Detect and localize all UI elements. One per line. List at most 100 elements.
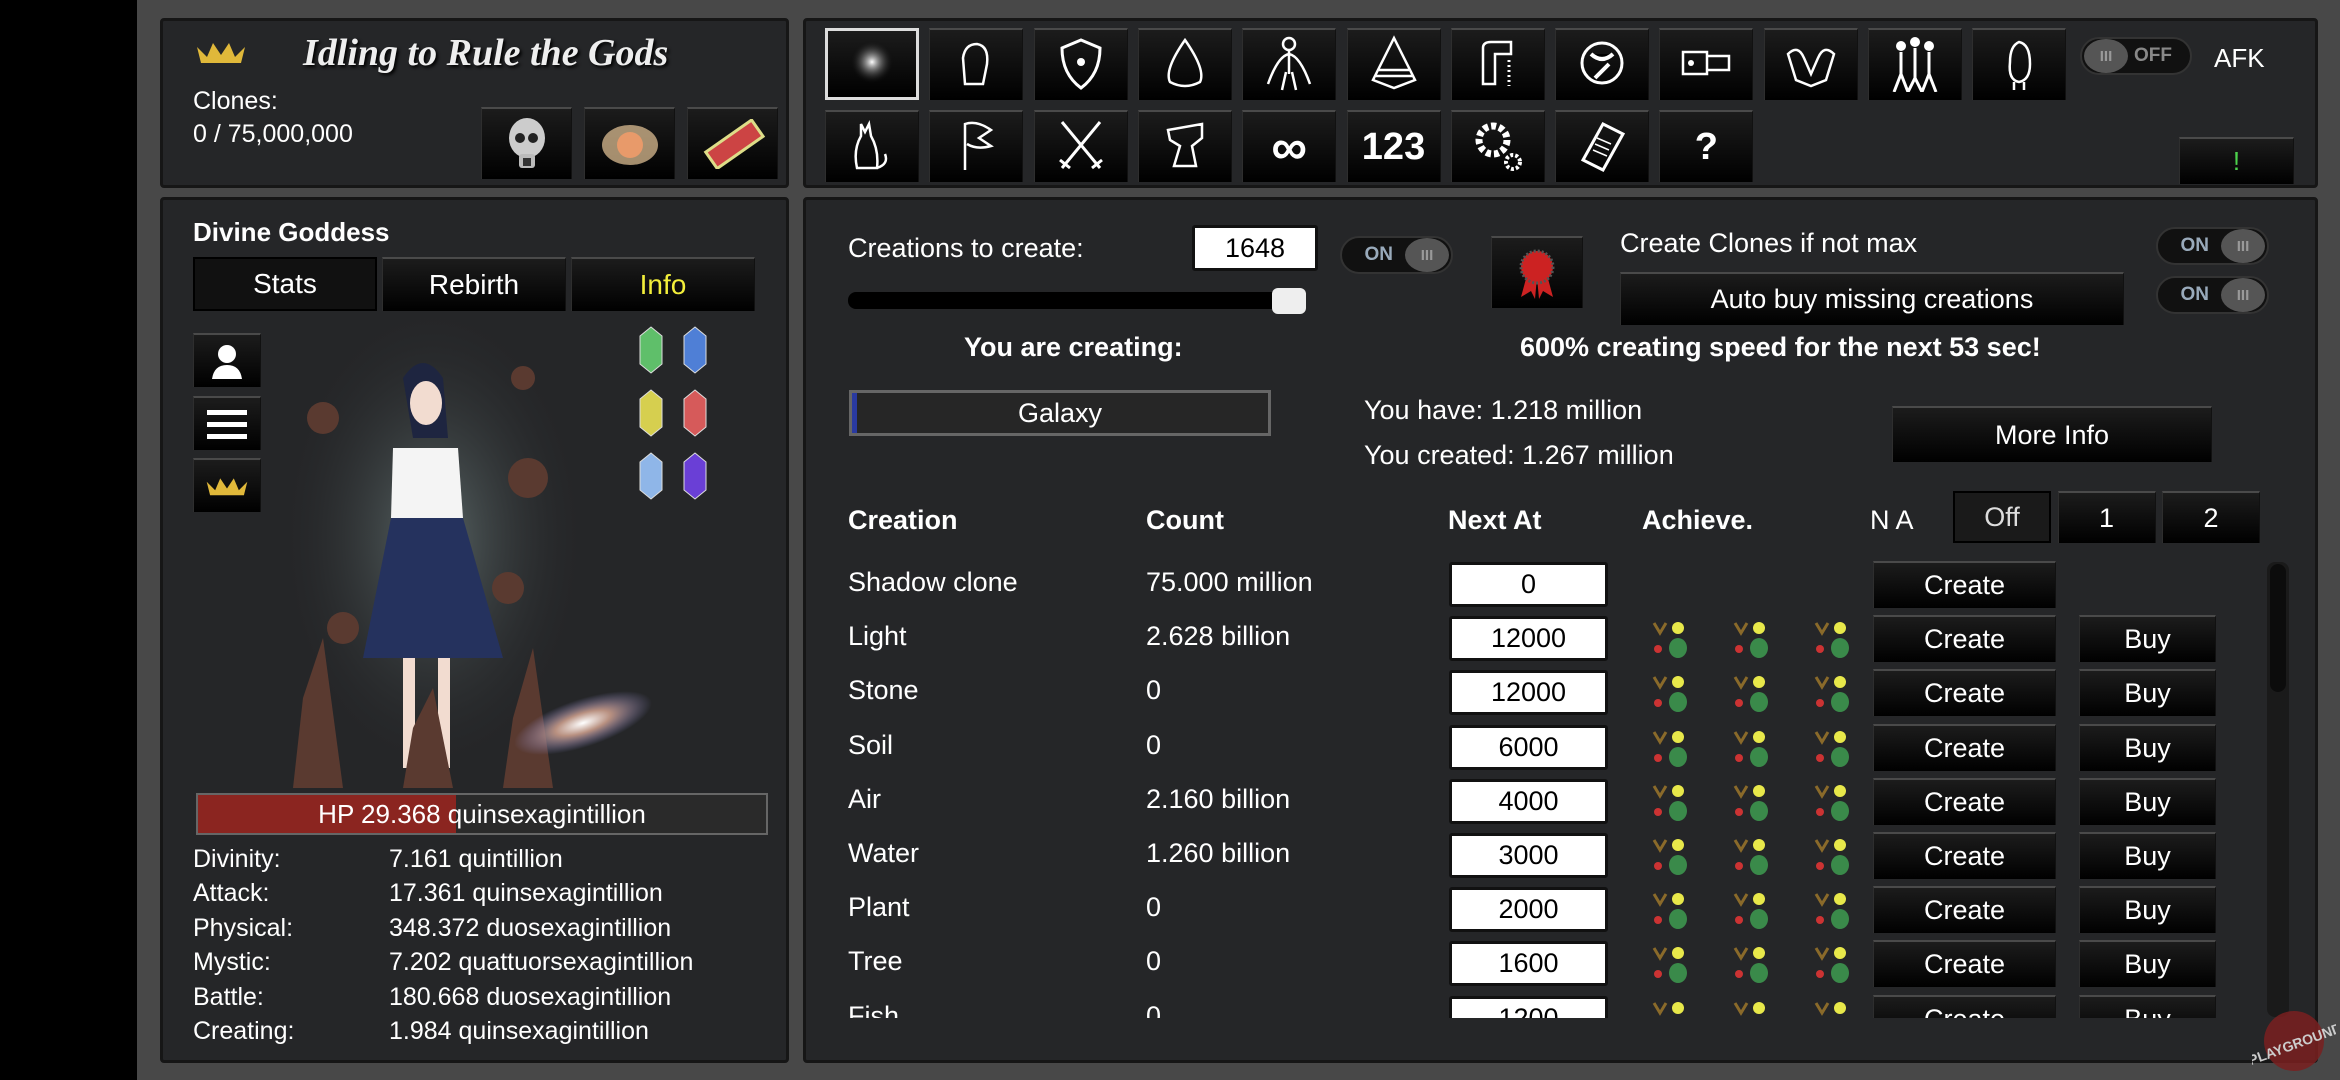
tap-button[interactable] [1450,28,1545,100]
create-button[interactable]: Create [1873,994,2056,1018]
buy-button[interactable]: Buy [2079,940,2216,988]
create-clones-toggle[interactable]: ON III [2156,227,2269,265]
buy-button[interactable]: Buy [2079,832,2216,879]
flame-heart-button[interactable] [584,107,675,179]
slime-button[interactable] [1137,28,1232,100]
toggle-state: ON [2180,284,2210,305]
next-at-input[interactable]: 1600 [1449,941,1608,987]
medal-button[interactable] [1491,236,1583,308]
help-button[interactable]: ? [1659,110,1754,182]
body-button[interactable] [1242,28,1337,100]
create-button[interactable]: Create [1873,669,2056,717]
gears-icon [1469,116,1527,179]
stat-label: Divinity: [193,845,281,873]
book-button[interactable] [1555,110,1650,182]
create-button[interactable]: Create [1873,777,2056,825]
tab-rebirth[interactable]: Rebirth [382,257,566,311]
lucky-ticket-button[interactable] [687,107,778,179]
cat-button[interactable] [825,110,919,182]
next-at-input[interactable]: 12000 [1449,670,1608,716]
na-option-1[interactable]: 1 [2057,491,2156,543]
create-button[interactable]: Create [1873,940,2056,988]
create-button[interactable]: Create [1873,561,2056,608]
create-clones-label: Create Clones if not max [1620,228,1918,258]
anvil-button[interactable] [1137,110,1232,182]
creation-count: 0 [1146,892,1162,923]
people-button[interactable] [1868,28,1962,100]
playground-watermark-logo: PLAYGROUND [2252,1011,2336,1071]
achievement-icon [1812,728,1852,768]
create-button[interactable]: Create [1873,832,2056,879]
creation-name: Water [848,838,920,868]
create-button[interactable]: Create [1873,886,2056,934]
clones-value: 0 / 75,000,000 [193,120,353,148]
next-at-input[interactable]: 4000 [1449,778,1608,824]
next-at-input[interactable]: 0 [1449,562,1608,607]
list-scrollbar[interactable] [2267,562,2289,1017]
afk-toggle-state: OFF [2134,45,2172,66]
next-at-input[interactable]: 2000 [1449,887,1608,933]
rocket-button[interactable] [1659,28,1754,100]
next-at-input[interactable]: 3000 [1449,833,1608,878]
creation-row: Soil 0 6000 Create Buy [806,721,2316,775]
create-button[interactable]: Create [1873,723,2056,771]
next-at-input[interactable]: 6000 [1449,724,1608,770]
infinity-icon: ∞ [1271,119,1308,175]
buy-button[interactable]: Buy [2079,669,2216,717]
alert-button[interactable]: ! [2179,137,2294,184]
buy-button[interactable]: Buy [2079,723,2216,771]
buy-button[interactable]: Buy [2079,994,2216,1018]
numbers-button[interactable]: 123 [1346,110,1441,182]
fist-button[interactable] [929,28,1024,100]
flame-heart-icon [601,125,658,165]
achievement-icon [1812,944,1852,984]
infinity-button[interactable]: ∞ [1242,110,1337,182]
creation-name: Tree [848,946,903,977]
flag-button[interactable] [929,110,1024,182]
crown-icon [206,478,248,496]
bird-button[interactable] [1972,28,2067,100]
profile-button[interactable] [193,333,261,387]
buy-button[interactable]: Buy [2079,886,2216,934]
tab-info[interactable]: Info [571,257,755,311]
toggle-knob-icon: III [2221,229,2265,263]
slider-thumb[interactable] [1272,288,1306,314]
auto-buy-toggle[interactable]: ON III [2156,276,2269,314]
menu-button[interactable] [193,396,261,450]
menu-icon [207,410,247,439]
stat-value: 348.372 duosexagintillion [389,913,672,942]
stat-label: Creating: [193,1017,295,1045]
achievement-icon [1650,836,1690,876]
skull-button[interactable] [481,107,572,179]
current-creation-name: Galaxy [1017,397,1103,428]
planet-button[interactable] [1555,28,1650,100]
afk-toggle[interactable]: III OFF [2080,37,2192,75]
demon-button[interactable] [1763,28,1858,100]
tab-stats[interactable]: Stats [193,257,377,311]
more-info-button[interactable]: More Info [1892,406,2212,462]
crossed-swords-button[interactable] [1033,110,1128,182]
gears-button[interactable] [1450,110,1545,182]
creations-to-create-input[interactable]: 1648 [1192,225,1318,271]
create-button[interactable]: Create [1873,615,2056,663]
pyramid-button[interactable] [1346,28,1441,100]
medal-icon [1519,249,1555,299]
creations-toggle[interactable]: ON III [1340,236,1453,274]
skull-icon [508,118,545,168]
achievement-icon [1650,782,1690,822]
crown-button[interactable] [193,458,261,512]
auto-buy-button[interactable]: Auto buy missing creations [1620,272,2124,325]
next-at-input[interactable]: 12000 [1449,616,1608,662]
na-option-2[interactable]: 2 [2162,491,2260,543]
creations-slider[interactable] [848,288,1306,314]
next-at-input[interactable]: 1200 [1449,995,1608,1018]
buy-button[interactable]: Buy [2079,615,2216,663]
left-black-bar [0,0,137,1080]
crystal-gem-icon [683,389,707,442]
toggle-state: ON [2180,235,2210,256]
scrollbar-thumb[interactable] [2270,564,2286,692]
buy-button[interactable]: Buy [2079,777,2216,825]
light-orb-button[interactable] [825,28,919,100]
shield-button[interactable] [1033,28,1128,100]
na-option-off[interactable]: Off [1953,491,2051,543]
